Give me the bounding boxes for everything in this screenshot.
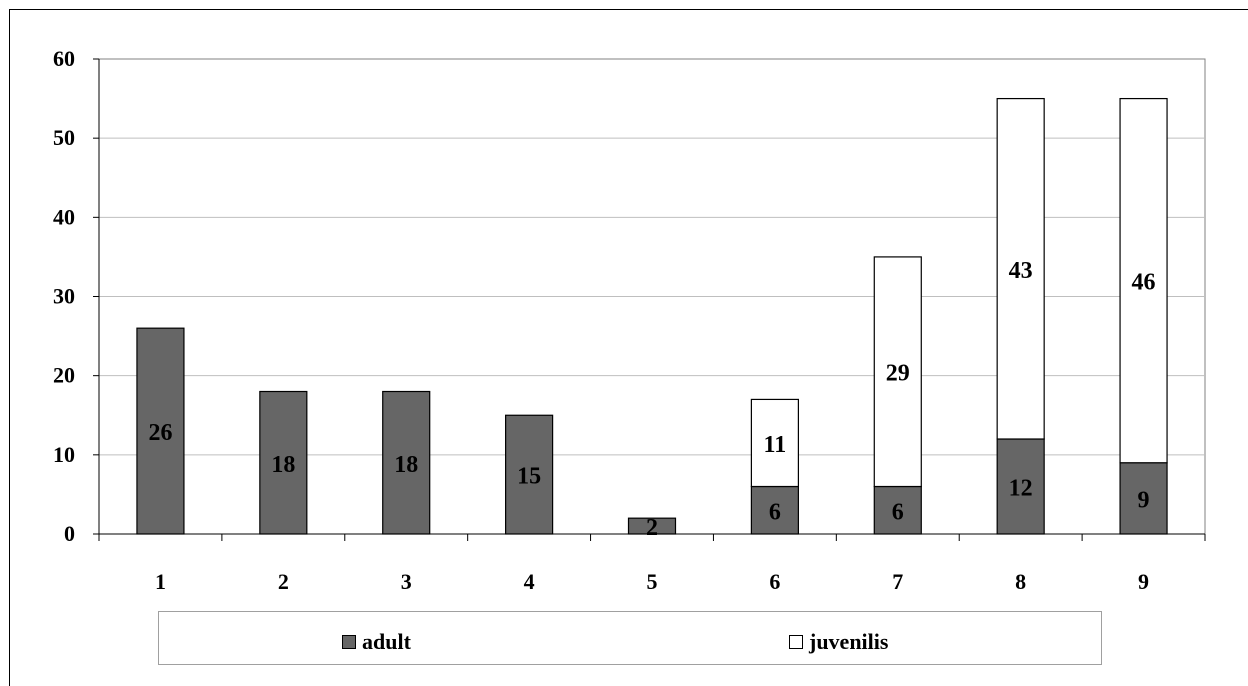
x-tick-label: 2 — [278, 569, 289, 594]
x-tick-label: 6 — [769, 569, 780, 594]
bar-adult-8 — [996, 438, 1045, 535]
x-tick-label: 3 — [401, 569, 412, 594]
x-tick-label: 4 — [524, 569, 535, 594]
y-tick-label: 60 — [53, 46, 75, 71]
data-label-adult-2: 18 — [271, 452, 295, 478]
data-label-adult-8: 12 — [1009, 476, 1033, 502]
bar-juvenilis-7 — [873, 256, 922, 488]
y-tick-label: 0 — [64, 521, 75, 546]
y-tick-label: 30 — [53, 284, 75, 309]
data-label-adult-3: 18 — [394, 452, 418, 478]
x-tick-label: 1 — [155, 569, 166, 594]
bar-adult-7 — [873, 485, 922, 535]
data-label-adult-9: 9 — [1138, 487, 1150, 513]
data-label-adult-5: 2 — [646, 515, 658, 541]
legend-label-juvenilis: juvenilis — [809, 629, 889, 654]
bar-adult-9 — [1119, 462, 1168, 535]
legend-swatch-juvenilis — [789, 635, 803, 649]
chart-frame — [9, 9, 1248, 686]
x-tick-label: 5 — [647, 569, 658, 594]
bar-juvenilis-9 — [1119, 97, 1168, 464]
x-tick-label: 8 — [1015, 569, 1026, 594]
bar-adult-2 — [259, 390, 308, 535]
y-tick-label: 20 — [53, 363, 75, 388]
data-label-juvenilis-8: 43 — [1009, 258, 1033, 284]
bar-adult-3 — [382, 390, 431, 535]
data-label-juvenilis-9: 46 — [1132, 270, 1156, 296]
bar-juvenilis-6 — [750, 398, 799, 488]
data-label-juvenilis-7: 29 — [886, 361, 910, 387]
data-label-adult-4: 15 — [517, 464, 541, 490]
data-label-adult-1: 26 — [148, 420, 172, 446]
bar-juvenilis-8 — [996, 97, 1045, 440]
bar-adult-4 — [505, 414, 554, 535]
bar-adult-1 — [136, 327, 185, 535]
bar-adult-5 — [627, 517, 677, 535]
legend-swatch-adult — [342, 635, 356, 649]
y-tick-label: 50 — [53, 125, 75, 150]
legend-label-adult: adult — [362, 629, 411, 654]
legend: adult juvenilis — [158, 611, 1102, 665]
x-tick-label: 9 — [1138, 569, 1149, 594]
y-tick-label: 10 — [53, 442, 75, 467]
data-label-juvenilis-6: 11 — [764, 432, 787, 458]
bar-adult-6 — [750, 485, 799, 535]
data-label-adult-6: 6 — [769, 499, 781, 525]
legend-item-juvenilis: juvenilis — [789, 629, 888, 655]
data-label-adult-7: 6 — [892, 499, 904, 525]
x-tick-label: 7 — [892, 569, 903, 594]
legend-item-adult: adult — [342, 629, 411, 655]
y-tick-label: 40 — [53, 204, 75, 229]
